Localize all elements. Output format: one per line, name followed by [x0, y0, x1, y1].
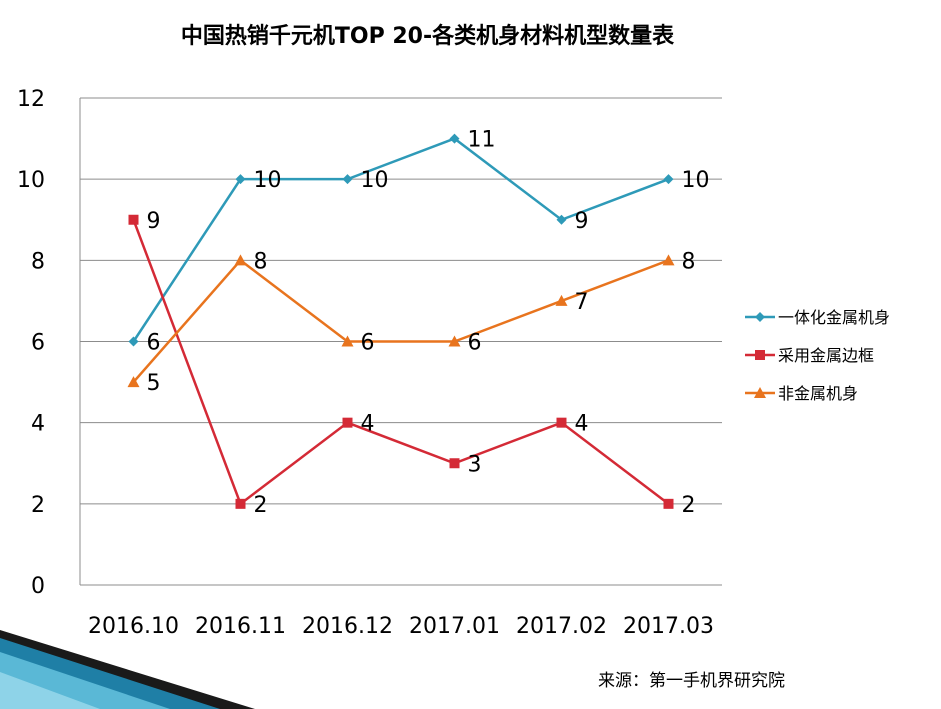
data-label: 6	[361, 331, 375, 356]
legend-label: 一体化金属机身	[778, 308, 890, 327]
data-label: 9	[575, 209, 589, 234]
legend-label: 采用金属边框	[778, 346, 874, 365]
data-label: 6	[147, 331, 161, 356]
y-tick-label: 0	[31, 574, 45, 599]
x-tick-label: 2016.11	[195, 614, 286, 639]
data-point	[662, 254, 675, 266]
data-label: 10	[682, 168, 710, 193]
data-label: 7	[575, 290, 589, 315]
data-label: 6	[468, 331, 482, 356]
series-line	[132, 219, 670, 506]
y-tick-label: 10	[17, 168, 45, 193]
data-point	[128, 214, 139, 225]
legend-marker	[754, 387, 766, 398]
series-line	[132, 137, 669, 343]
data-point	[449, 458, 460, 469]
data-label: 8	[682, 249, 696, 274]
series-line	[132, 258, 669, 383]
data-label: 3	[468, 452, 482, 477]
legend-marker	[755, 312, 765, 322]
data-point	[342, 174, 353, 185]
data-point	[234, 254, 247, 266]
data-label: 10	[254, 168, 282, 193]
data-label: 11	[468, 128, 496, 153]
data-point	[128, 336, 139, 347]
source-note: 来源：第一手机界研究院	[598, 671, 785, 691]
data-point	[235, 498, 246, 509]
data-point	[556, 214, 567, 225]
data-point	[342, 417, 353, 428]
data-label: 2	[254, 493, 268, 518]
data-label: 10	[361, 168, 389, 193]
legend-label: 非金属机身	[778, 384, 858, 403]
data-point	[127, 376, 140, 388]
data-point	[556, 417, 567, 428]
y-tick-label: 2	[31, 493, 45, 518]
data-point	[235, 174, 246, 185]
x-tick-label: 2017.03	[623, 614, 714, 639]
legend-marker	[755, 350, 765, 360]
data-point	[663, 174, 674, 185]
data-label: 9	[147, 209, 161, 234]
data-point	[555, 294, 568, 306]
x-tick-label: 2017.01	[409, 614, 500, 639]
y-tick-label: 8	[31, 249, 45, 274]
y-tick-label: 6	[31, 331, 45, 356]
data-point	[449, 133, 460, 144]
data-label: 8	[254, 249, 268, 274]
data-label: 2	[682, 493, 696, 518]
data-point	[663, 498, 674, 509]
x-tick-label: 2016.10	[88, 614, 179, 639]
data-label: 4	[575, 412, 589, 437]
data-point	[448, 335, 461, 347]
data-label: 4	[361, 412, 375, 437]
data-label: 5	[147, 371, 161, 396]
data-point	[341, 335, 354, 347]
y-tick-label: 12	[17, 87, 45, 112]
chart-title: 中国热销千元机TOP 20-各类机身材料机型数量表	[180, 24, 675, 49]
y-tick-label: 4	[31, 412, 45, 437]
x-tick-label: 2016.12	[302, 614, 393, 639]
x-tick-label: 2017.02	[516, 614, 607, 639]
